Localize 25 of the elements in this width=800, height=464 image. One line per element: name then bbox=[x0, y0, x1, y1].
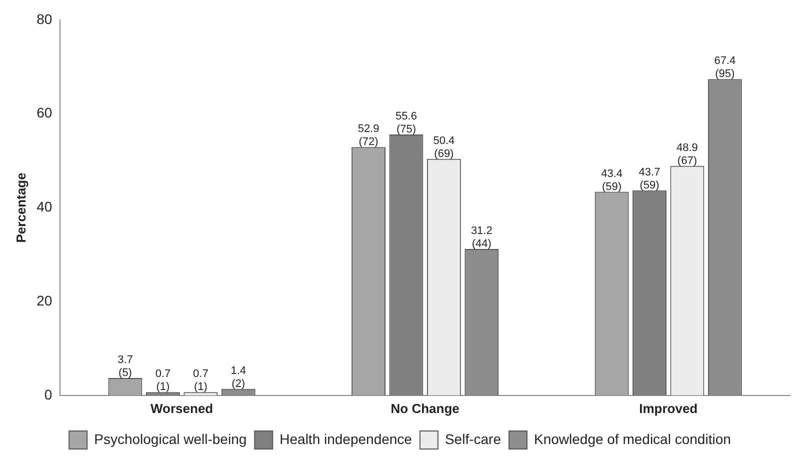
legend-label: Psychological well-being bbox=[94, 430, 247, 447]
x-tick-label: Improved bbox=[639, 400, 698, 416]
x-tick-label: No Change bbox=[390, 400, 460, 416]
data-label: 48.9 (67) bbox=[676, 142, 698, 167]
y-tick-label: 60 bbox=[36, 104, 52, 121]
data-label: 52.9 (72) bbox=[358, 123, 380, 148]
y-tick-label: 20 bbox=[36, 292, 52, 308]
data-label: 0.7 (1) bbox=[155, 368, 171, 394]
data-label: 31.2 (44) bbox=[470, 225, 492, 250]
data-label: 1.4 (2) bbox=[230, 364, 246, 390]
legend-label: Health independence bbox=[280, 430, 412, 447]
y-axis-title: Percentage bbox=[13, 172, 28, 243]
data-label: 50.4 (69) bbox=[433, 134, 455, 160]
legend-label: Knowledge of medical condition bbox=[534, 430, 731, 447]
y-tick-label: 40 bbox=[36, 198, 52, 215]
x-tick-label: Worsened bbox=[150, 400, 214, 416]
y-tick-label: 0 bbox=[44, 386, 52, 402]
data-label: 67.4 (95) bbox=[714, 55, 736, 80]
y-tick-label: 80 bbox=[36, 10, 52, 27]
data-label: 55.6 (75) bbox=[396, 110, 417, 136]
legend-label: Self-care bbox=[444, 430, 502, 447]
data-label: 3.7 (5) bbox=[118, 354, 133, 380]
data-label: 43.7 (59) bbox=[638, 166, 660, 192]
data-label: 0.7 (1) bbox=[193, 368, 208, 394]
data-label: 43.4 (59) bbox=[601, 168, 623, 193]
